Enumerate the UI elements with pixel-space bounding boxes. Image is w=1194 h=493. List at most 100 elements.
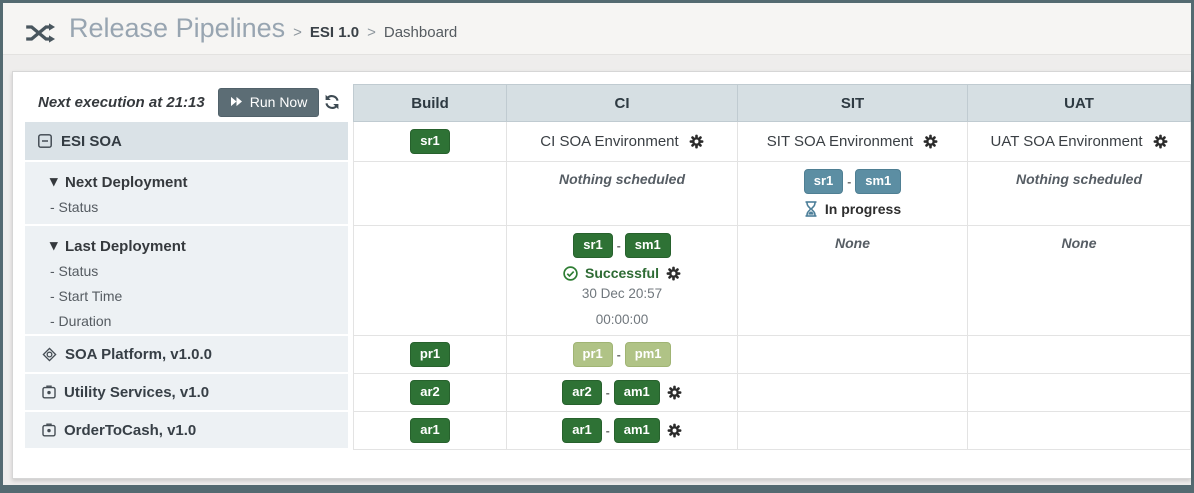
- next-deployment-ci-cell: Nothing scheduled: [507, 162, 738, 226]
- version-tag: pm1: [624, 341, 672, 368]
- version-tag: sm1: [855, 169, 902, 195]
- application-uat-cell: [968, 374, 1191, 412]
- next-deployment-build-cell: [353, 162, 507, 226]
- environment-name: CI SOA Environment: [540, 133, 679, 150]
- application-row: SOA Platform, v1.0.0 pr1 pr1 - pm1: [25, 336, 1191, 374]
- last-deployment-build-cell: [353, 226, 507, 336]
- next-deployment-label-cell: Next Deployment - Status: [25, 162, 348, 224]
- version-tag: ar1: [562, 417, 602, 444]
- column-header-build: Build: [353, 84, 507, 122]
- pipeline-name: ESI SOA: [61, 132, 122, 150]
- column-header-uat: UAT: [968, 84, 1191, 122]
- next-deployment-sit-cell: sr1 - sm1 In progress: [738, 162, 968, 226]
- application-sit-cell: [738, 374, 968, 412]
- sit-environment-cell: SIT SOA Environment: [738, 122, 968, 162]
- version-tag: am1: [613, 379, 660, 406]
- breadcrumb-page: Dashboard: [383, 24, 458, 41]
- hourglass-icon: [804, 201, 818, 217]
- table-header-row: Next execution at 21:13 Run Now Build CI…: [25, 84, 1191, 122]
- pipeline-dashboard-card: Next execution at 21:13 Run Now Build CI…: [12, 71, 1191, 479]
- uat-environment-cell: UAT SOA Environment: [968, 122, 1191, 162]
- breadcrumb-separator: >: [367, 24, 376, 41]
- application-label-cell: OrderToCash, v1.0: [25, 412, 348, 448]
- next-deployment-row: Next Deployment - Status Nothing schedul…: [25, 162, 1191, 226]
- gear-icon[interactable]: [667, 423, 682, 438]
- last-deployment-row: Last Deployment - Status - Start Time - …: [25, 226, 1191, 336]
- version-tag: pr1: [572, 341, 613, 368]
- refresh-icon: [324, 94, 340, 110]
- caret-down-icon[interactable]: [50, 169, 58, 194]
- collapse-minus-icon[interactable]: [38, 134, 52, 148]
- tag-separator: -: [616, 347, 621, 362]
- last-deployment-label-cell: Last Deployment - Status - Start Time - …: [25, 226, 348, 334]
- version-tag: pr1: [409, 341, 451, 368]
- application-ci-cell: ar1 - am1: [507, 412, 738, 450]
- application-uat-cell: [968, 412, 1191, 450]
- none-text: None: [1061, 235, 1097, 251]
- sub-label-duration: - Duration: [50, 313, 112, 329]
- check-circle-icon: [563, 266, 578, 281]
- fast-forward-icon: [230, 96, 243, 107]
- gear-icon[interactable]: [689, 134, 704, 149]
- gear-icon[interactable]: [1153, 134, 1168, 149]
- top-header-bar: Release Pipelines > ESI 1.0 > Dashboard: [3, 3, 1191, 55]
- application-ci-cell: ar2 - am1: [507, 374, 738, 412]
- application-name: Utility Services, v1.0: [64, 383, 210, 401]
- application-label-cell: SOA Platform, v1.0.0: [25, 336, 348, 372]
- caret-down-icon[interactable]: [50, 233, 58, 258]
- application-build-cell: pr1: [353, 336, 507, 374]
- tag-separator: -: [616, 238, 621, 253]
- application-name: OrderToCash, v1.0: [64, 421, 197, 439]
- gear-icon[interactable]: [666, 266, 681, 281]
- last-deployment-title: Last Deployment: [50, 234, 348, 259]
- gear-icon[interactable]: [923, 134, 938, 149]
- column-header-ci: CI: [507, 84, 738, 122]
- tag-separator: -: [605, 385, 610, 400]
- application-package-icon: [42, 423, 56, 437]
- gear-icon[interactable]: [667, 385, 682, 400]
- last-deployment-uat-cell: None: [968, 226, 1191, 336]
- sub-label-status: - Status: [50, 263, 99, 279]
- application-package-icon: [42, 385, 56, 399]
- version-tag: ar2: [410, 379, 450, 406]
- breadcrumb-separator: >: [293, 24, 302, 41]
- ci-environment-cell: CI SOA Environment: [507, 122, 738, 162]
- toolbar: Next execution at 21:13 Run Now: [25, 84, 348, 120]
- none-text: None: [835, 235, 870, 251]
- application-label-cell: Utility Services, v1.0: [25, 374, 348, 410]
- environment-name: UAT SOA Environment: [990, 133, 1143, 150]
- page-title[interactable]: Release Pipelines: [69, 13, 286, 43]
- version-tag: ar2: [562, 379, 602, 406]
- run-now-label: Run Now: [249, 93, 308, 110]
- next-deployment-uat-cell: Nothing scheduled: [968, 162, 1191, 226]
- application-sit-cell: [738, 336, 968, 374]
- application-row: Utility Services, v1.0 ar2 ar2 - am1: [25, 374, 1191, 412]
- version-tag: sm1: [624, 233, 671, 259]
- pipeline-build-cell: sr1: [353, 122, 507, 162]
- version-tag: ar1: [410, 417, 450, 444]
- duration-value: 00:00:00: [595, 312, 649, 328]
- environment-name: SIT SOA Environment: [766, 133, 914, 150]
- nothing-scheduled-text: Nothing scheduled: [1016, 171, 1142, 187]
- column-header-sit: SIT: [738, 84, 968, 122]
- application-row: OrderToCash, v1.0 ar1 ar1 - am1: [25, 412, 1191, 450]
- application-sit-cell: [738, 412, 968, 450]
- version-tag: sr1: [410, 128, 450, 155]
- start-time-value: 30 Dec 20:57: [581, 286, 663, 302]
- last-deployment-ci-cell: sr1 - sm1 Successful 30 Dec 20:57 00:00:…: [507, 226, 738, 336]
- application-build-cell: ar1: [353, 412, 507, 450]
- tag-separator: -: [605, 423, 610, 438]
- last-deployment-sit-cell: None: [738, 226, 968, 336]
- sub-label-start-time: - Start Time: [50, 288, 123, 304]
- nothing-scheduled-text: Nothing scheduled: [559, 171, 685, 187]
- next-deployment-title: Next Deployment: [50, 170, 348, 195]
- run-now-button[interactable]: Run Now: [217, 87, 320, 117]
- version-tag: sr1: [803, 169, 844, 195]
- shuffle-icon: [25, 22, 55, 44]
- application-uat-cell: [968, 336, 1191, 374]
- breadcrumb-release[interactable]: ESI 1.0: [309, 24, 360, 41]
- application-name: SOA Platform, v1.0.0: [65, 345, 212, 363]
- refresh-button[interactable]: [322, 92, 342, 112]
- sub-label-status: - Status: [50, 199, 99, 215]
- pipeline-label-cell: ESI SOA: [25, 122, 348, 160]
